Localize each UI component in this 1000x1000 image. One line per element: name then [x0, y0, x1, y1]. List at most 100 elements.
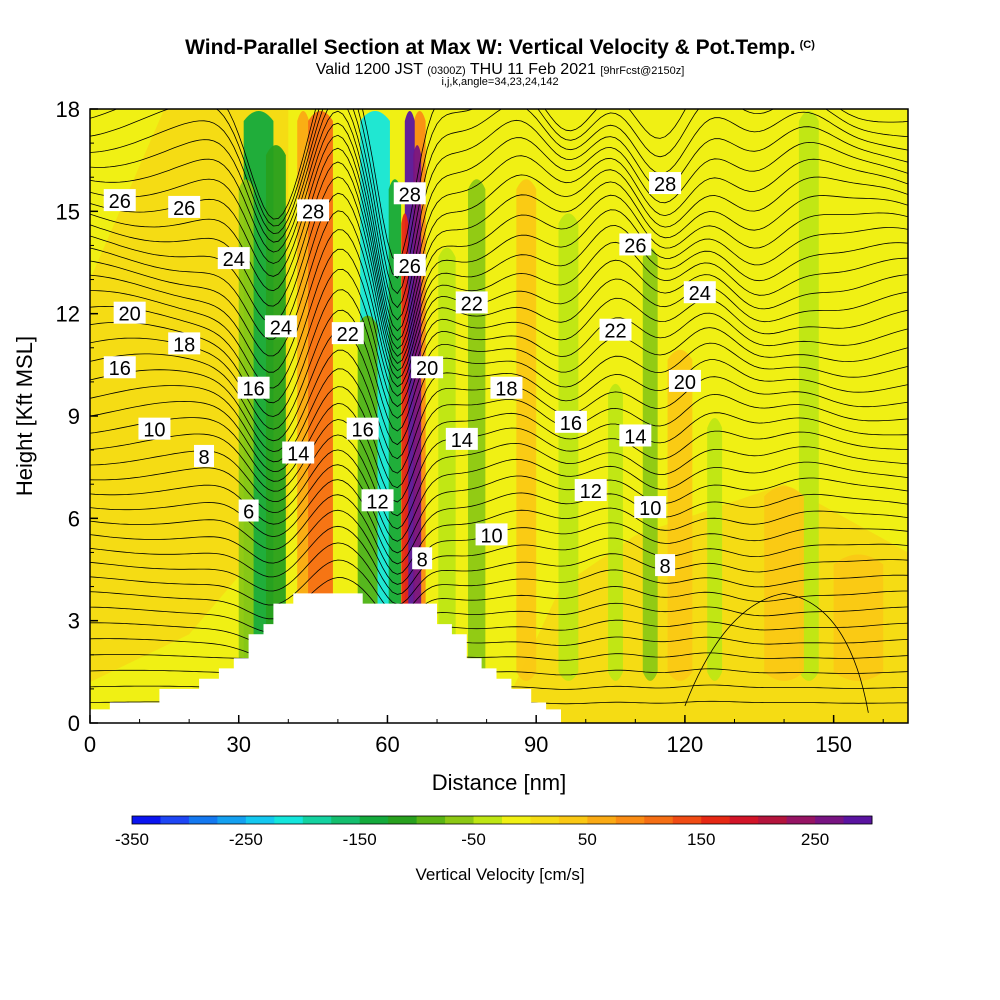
theta-label-bg [238, 499, 259, 522]
title-mark: (C) [799, 39, 815, 51]
y-axis-label: Height [Kft MSL] [12, 336, 37, 496]
theta-contours [90, 109, 908, 713]
theta-contour-line [90, 419, 908, 517]
theta-contour-line [90, 386, 908, 489]
theta-contour-label: 22 [461, 293, 483, 315]
colorbar-swatch [445, 816, 475, 824]
theta-contour-line [90, 147, 908, 350]
theta-label-bg [619, 233, 652, 256]
theta-contour-label: 24 [223, 249, 245, 271]
theta-label-bg [168, 332, 201, 355]
theta-contour-line [90, 464, 908, 554]
theta-label-bg [217, 247, 250, 270]
theta-contour-label: 26 [399, 256, 421, 278]
theta-label-bg [475, 523, 508, 546]
velocity-plume [308, 111, 333, 681]
theta-contour-labels: 26 26 24 20 18 16 10 8 6 16 24 28 14 22 16 12 28 26 22 20 18… [103, 172, 716, 578]
colorbar-swatch [274, 816, 304, 824]
velocity-plume [438, 247, 456, 681]
theta-contour-line [90, 109, 908, 295]
theta-label-bg [168, 195, 201, 218]
theta-label-bg [574, 479, 607, 502]
x-tick-label: 90 [524, 732, 548, 757]
theta-contour-line [90, 630, 908, 659]
theta-contour-label: 26 [624, 235, 646, 257]
colorbar-frame [131, 815, 873, 825]
theta-contour-line [90, 289, 908, 419]
velocity-plume [238, 179, 254, 681]
theta-contour-label: 8 [198, 447, 209, 469]
theta-label-bg [490, 376, 523, 399]
theta-contour-line [684, 592, 869, 713]
theta-label-bg [346, 417, 379, 440]
velocity-plume [516, 179, 537, 681]
theta-contour-label: 12 [366, 491, 388, 513]
y-tick-label: 9 [68, 404, 80, 429]
subtitle-valid: Valid 1200 JST [315, 61, 423, 78]
colorbar-tick-label: 250 [801, 830, 829, 849]
colorbar-tick-label: -250 [229, 830, 263, 849]
y-tick-label: 3 [68, 609, 80, 634]
theta-contour-label: 26 [173, 198, 195, 220]
theta-contour-line [90, 248, 908, 397]
theta-label-bg [237, 376, 270, 399]
colorbar-swatch [672, 816, 702, 824]
theta-contour-label: 20 [674, 372, 696, 394]
theta-contour-line [90, 449, 908, 542]
theta-contour-label: 6 [243, 502, 254, 524]
colorbar-swatch [359, 816, 389, 824]
theta-contour-line [90, 161, 908, 357]
colorbar-tick-label: 150 [687, 830, 715, 849]
theta-contour-label: 18 [495, 379, 517, 401]
colorbar-swatch [786, 816, 816, 824]
theta-label-bg [331, 322, 364, 345]
theta-contour-line [90, 210, 908, 379]
theta-contour-line [90, 349, 908, 460]
theta-label-bg [264, 315, 297, 338]
colorbar-swatch [388, 816, 418, 824]
theta-label-bg [113, 301, 146, 324]
theta-contour-label: 10 [480, 525, 502, 547]
theta-contour-label: 16 [109, 358, 131, 380]
theta-contour-label: 16 [352, 420, 374, 442]
theta-label-bg [138, 417, 171, 440]
theta-contour-label: 16 [560, 413, 582, 435]
theta-contour-line [90, 110, 908, 321]
colorbar-swatch [758, 816, 788, 824]
colorbar-swatch [815, 816, 845, 824]
theta-contour-label: 14 [287, 444, 309, 466]
theta-label-bg [297, 199, 330, 222]
colorbar-swatch [530, 816, 560, 824]
theta-contour-line [90, 494, 908, 575]
x-tick-label: 120 [667, 732, 704, 757]
colorbar-tick-label: -50 [461, 830, 486, 849]
chart-subtitle-indices: i,j,k,angle=34,23,24,142 [441, 76, 559, 88]
theta-label-bg [655, 554, 676, 577]
subtitle-utc: (0300Z) [427, 65, 466, 77]
theta-contour-label: 20 [119, 304, 141, 326]
theta-label-bg [649, 172, 682, 195]
y-tick-label: 15 [56, 199, 80, 224]
x-tick-label: 30 [226, 732, 250, 757]
colorbar-swatch [502, 816, 531, 824]
velocity-plume [388, 179, 402, 681]
theta-contour-line [90, 192, 908, 372]
theta-label-bg [445, 427, 478, 450]
x-tick-label: 0 [84, 732, 96, 757]
x-tick-label: 60 [375, 732, 399, 757]
theta-label-bg [634, 496, 667, 519]
theta-contour-label: 26 [109, 191, 131, 213]
theta-label-bg [599, 318, 632, 341]
colorbar-tick-label: -350 [115, 830, 149, 849]
x-axis-label: Distance [nm] [432, 770, 567, 795]
colorbar-swatch [416, 816, 446, 824]
theta-label-bg [554, 410, 587, 433]
theta-label-bg [411, 356, 444, 379]
velocity-plume [833, 554, 884, 681]
theta-contour-line [90, 109, 908, 309]
theta-contour-line [90, 402, 908, 503]
colorbar-swatch [558, 816, 588, 824]
chart-title: Wind-Parallel Section at Max W: Vertical… [0, 36, 1000, 60]
colorbar: -350 -250 -150 -50 50 150 250 [115, 815, 873, 849]
subtitle-date: THU 11 Feb 2021 [469, 61, 596, 78]
